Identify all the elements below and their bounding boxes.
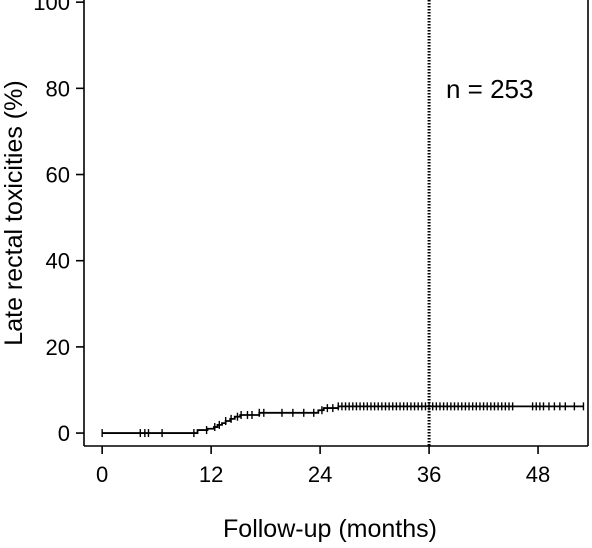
x-axis-title: Follow-up (months) <box>223 515 437 543</box>
y-axis-title: Late rectal toxicities (%) <box>0 80 28 345</box>
y-tick-label: 20 <box>46 335 70 360</box>
y-tick-label: 80 <box>46 76 70 101</box>
data-layer <box>101 402 585 438</box>
y-tick-label: 100 <box>33 0 70 15</box>
axes-layer: 0 20 40 60 80 100 0 12 24 36 48 <box>33 0 589 487</box>
y-tick-label: 60 <box>46 163 70 188</box>
y-tick-label: 40 <box>46 249 70 274</box>
km-step-line <box>102 405 584 434</box>
x-tick-label: 48 <box>526 462 550 487</box>
x-tick-label: 36 <box>417 462 441 487</box>
y-tick-label: 0 <box>58 421 70 446</box>
x-tick-label: 24 <box>308 462 332 487</box>
x-tick-label: 0 <box>96 462 108 487</box>
x-tick-label: 12 <box>199 462 223 487</box>
sample-size-annotation: n = 253 <box>446 74 533 104</box>
